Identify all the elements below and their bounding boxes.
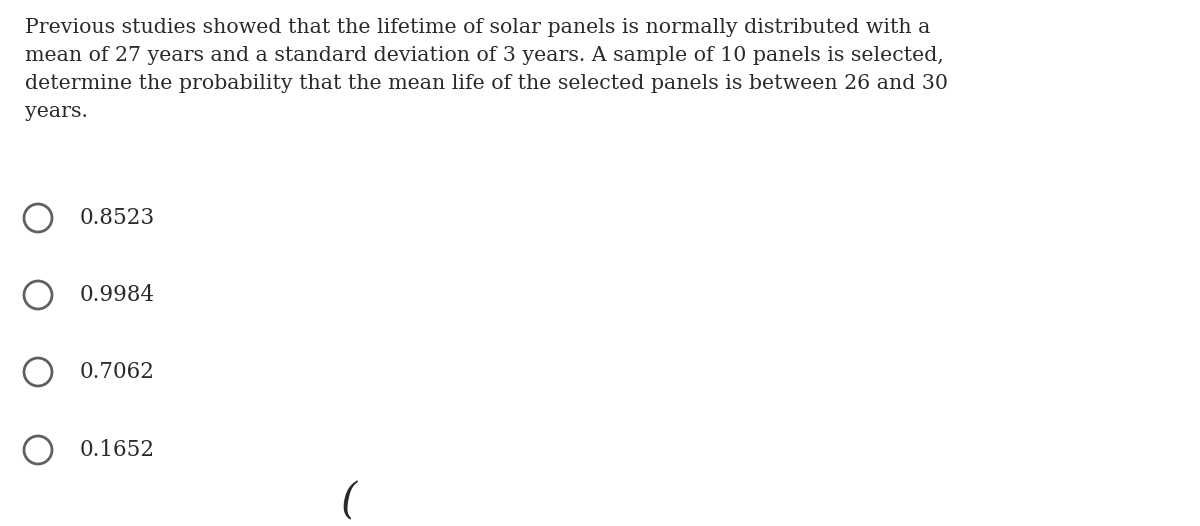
Text: 0.9984: 0.9984 — [80, 284, 155, 306]
Text: 0.7062: 0.7062 — [80, 361, 155, 383]
Text: (: ( — [340, 480, 356, 522]
Text: 0.8523: 0.8523 — [80, 207, 155, 229]
Text: 0.1652: 0.1652 — [80, 439, 155, 461]
Text: Previous studies showed that the lifetime of solar panels is normally distribute: Previous studies showed that the lifetim… — [25, 18, 948, 121]
